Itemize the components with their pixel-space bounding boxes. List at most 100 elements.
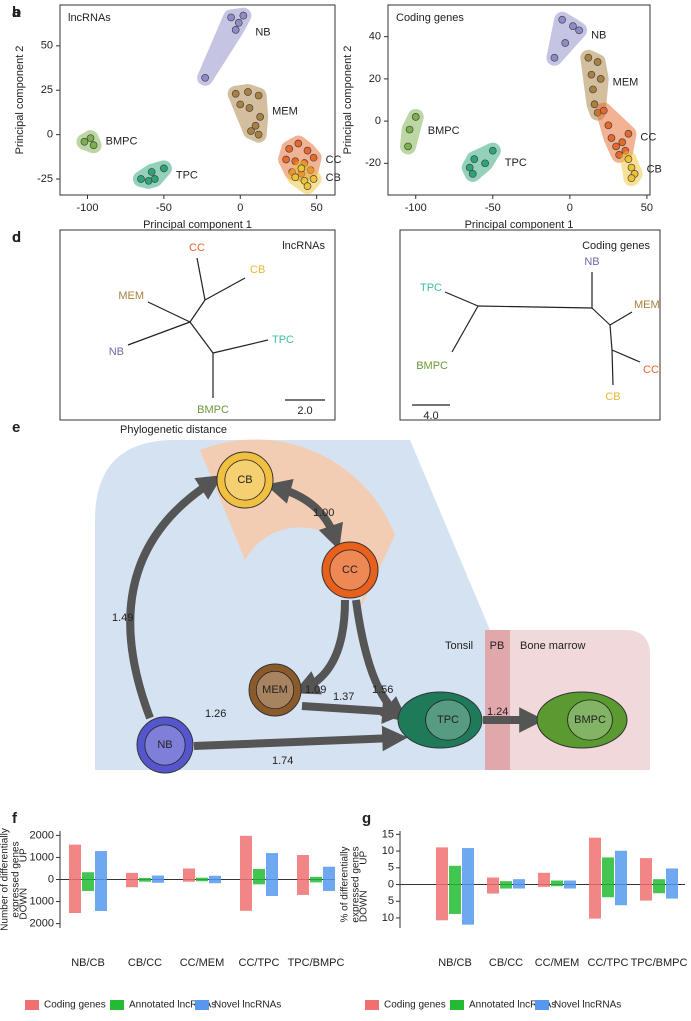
point: [309, 153, 318, 162]
bar: [266, 853, 278, 880]
cell-nucleus: [567, 699, 613, 741]
point: [291, 173, 300, 182]
bar: [196, 877, 208, 880]
point: [488, 146, 497, 155]
point: [86, 134, 95, 143]
plot-title: Coding genes: [582, 240, 650, 252]
point: [231, 26, 240, 34]
x-tick-label: CC/MEM: [180, 957, 225, 969]
point: [227, 13, 235, 22]
point: [256, 113, 264, 121]
cell-nucleus: [255, 670, 295, 710]
bar: [538, 872, 550, 885]
bar: [436, 884, 448, 921]
bar: [152, 879, 164, 883]
y-tick-label: 15: [382, 828, 394, 840]
point: [599, 106, 608, 115]
group-label: NB: [591, 29, 606, 41]
bar: [126, 879, 138, 888]
bar: [240, 879, 252, 911]
y-tick-label: 2000: [30, 917, 54, 929]
bar: [462, 848, 474, 885]
node-label: NB: [157, 739, 172, 751]
panel-label: e: [12, 419, 20, 436]
y-tick-label: 5: [388, 862, 394, 874]
leaf-label: BMPC: [197, 404, 229, 416]
group-label: CB: [647, 164, 662, 176]
y-tick-label: 0: [388, 878, 394, 890]
arrow: [301, 698, 408, 724]
bar: [666, 868, 678, 885]
pb-region: [485, 630, 510, 770]
cell-nucleus: [425, 699, 471, 741]
bar: [310, 879, 322, 883]
bar: [564, 880, 576, 885]
legend-label: Coding genes: [384, 1000, 446, 1011]
branch: [477, 305, 593, 309]
bar: [253, 879, 265, 885]
x-tick-label: -50: [485, 202, 501, 214]
scale-label: 4.0: [423, 410, 438, 422]
bar: [487, 877, 499, 885]
point: [294, 139, 303, 148]
point: [593, 58, 602, 66]
bar: [653, 879, 665, 885]
point: [405, 125, 414, 134]
leaf-label: MEM: [118, 290, 144, 302]
legend-swatch: [450, 1000, 464, 1010]
group-label: BMPC: [106, 136, 138, 148]
branch: [147, 301, 191, 323]
bar: [69, 879, 81, 914]
legend-swatch: [195, 1000, 209, 1010]
point: [604, 121, 613, 130]
bar: [513, 879, 525, 885]
up-label: UP: [19, 848, 30, 862]
point: [411, 113, 420, 121]
x-tick-label: CB/CC: [489, 957, 523, 969]
point: [244, 88, 252, 96]
scale-label: 2.0: [297, 405, 312, 417]
bar: [183, 879, 195, 882]
bar: [69, 844, 81, 880]
point: [558, 15, 567, 24]
x-tick-label: TPC/BMPC: [631, 957, 688, 969]
branch: [196, 257, 206, 301]
bar: [323, 866, 335, 880]
edge-label: 1.09: [305, 684, 326, 696]
leaf-label: CC: [189, 242, 205, 254]
branch: [591, 307, 611, 326]
panel-label: c: [12, 229, 20, 246]
bar: [95, 851, 107, 880]
edge-label: 1.49: [112, 612, 133, 624]
point: [607, 134, 616, 142]
bar: [551, 880, 563, 885]
bar: [615, 850, 627, 885]
point: [89, 141, 98, 150]
branch: [609, 311, 633, 326]
bar: [602, 884, 614, 898]
arrow: [193, 725, 408, 752]
point: [303, 182, 312, 190]
leaf-label: CB: [605, 391, 620, 403]
bar: [209, 875, 221, 880]
y-axis-label: % of differentially: [340, 847, 351, 923]
legend-label: Annotated lncRNAs: [469, 1000, 556, 1011]
leaf-label: BMPC: [416, 360, 448, 372]
point: [481, 159, 489, 168]
y-tick-label: -25: [37, 173, 53, 185]
point: [254, 130, 263, 139]
point: [247, 127, 255, 135]
leaf-label: CC: [643, 364, 659, 376]
leaf-label: MEM: [634, 299, 660, 311]
bar: [126, 872, 138, 880]
point: [150, 175, 159, 183]
x-tick-label: CB/CC: [128, 957, 162, 969]
bar: [462, 884, 474, 925]
bar: [589, 884, 601, 919]
bar: [82, 879, 94, 891]
bar: [82, 872, 94, 880]
y-tick-label: 5: [388, 895, 394, 907]
x-tick-label: 0: [567, 202, 573, 214]
edge-label: 1.37: [333, 691, 354, 703]
